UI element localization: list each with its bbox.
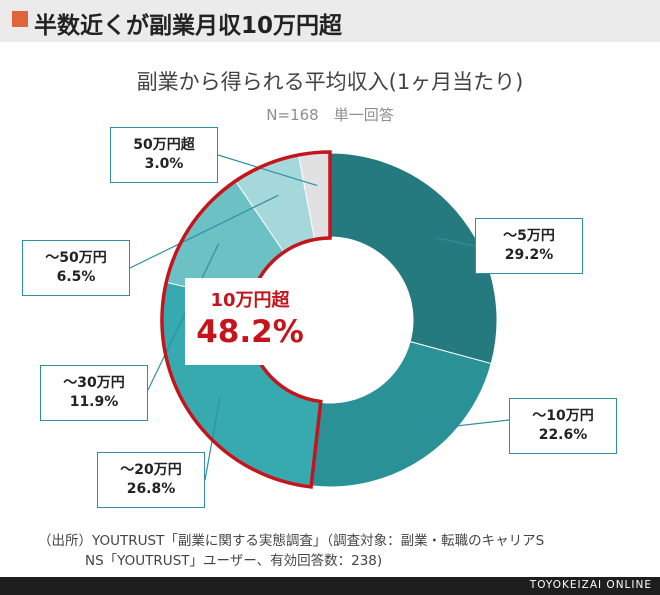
callout-label: 〜5万円 bbox=[503, 228, 555, 245]
callout-value: 3.0% bbox=[144, 156, 184, 172]
callout-value: 6.5% bbox=[56, 269, 96, 285]
callout-50man: 〜50万円 6.5% bbox=[22, 240, 130, 296]
callout-over50man: 50万円超 3.0% bbox=[110, 127, 218, 183]
leader-line-5 bbox=[217, 154, 318, 187]
chart-subtitle: N=168 単一回答 bbox=[266, 106, 394, 124]
title-marker bbox=[12, 11, 28, 27]
highlight-box: 10万円超 48.2% bbox=[185, 278, 315, 365]
slice-0 bbox=[329, 152, 498, 365]
leader-line-1 bbox=[405, 419, 510, 433]
callout-10man: 〜10万円 22.6% bbox=[509, 398, 617, 454]
source-line-1: （出所）YOUTRUST「副業に関する実態調査」（調査対象：副業・転職のキャリア… bbox=[38, 533, 545, 549]
highlight-value: 48.2% bbox=[196, 314, 304, 350]
callout-label: 〜10万円 bbox=[532, 408, 594, 425]
callout-label: 〜20万円 bbox=[120, 462, 182, 479]
leader-line-4 bbox=[129, 194, 279, 269]
leader-line-3 bbox=[147, 243, 220, 391]
callout-value: 22.6% bbox=[538, 427, 588, 443]
highlight-label: 10万円超 bbox=[210, 290, 290, 311]
callout-label: 50万円超 bbox=[133, 137, 195, 154]
leader-line-0 bbox=[437, 237, 476, 247]
header-bar: 半数近くが副業月収10万円超 bbox=[0, 0, 660, 42]
callout-5man: 〜5万円 29.2% bbox=[475, 218, 583, 274]
footer-bar: TOYOKEIZAI ONLINE bbox=[0, 577, 660, 595]
source-line-2: NS「YOUTRUST」ユーザー、有効回答数：238) bbox=[85, 553, 383, 569]
callout-value: 29.2% bbox=[504, 247, 554, 263]
source-note: （出所）YOUTRUST「副業に関する実態調査」（調査対象：副業・転職のキャリア… bbox=[38, 531, 544, 571]
callout-30man: 〜30万円 11.9% bbox=[40, 365, 148, 421]
callout-value: 26.8% bbox=[126, 481, 176, 497]
chart-title: 副業から得られる平均収入(1ヶ月当たり) bbox=[136, 70, 524, 94]
callout-20man: 〜20万円 26.8% bbox=[97, 452, 205, 508]
brand-label: TOYOKEIZAI ONLINE bbox=[529, 579, 652, 591]
page-title: 半数近くが副業月収10万円超 bbox=[34, 13, 343, 39]
callout-value: 11.9% bbox=[69, 394, 119, 410]
slice-1 bbox=[310, 341, 492, 488]
callout-label: 〜30万円 bbox=[63, 375, 125, 392]
callout-label: 〜50万円 bbox=[45, 250, 107, 267]
